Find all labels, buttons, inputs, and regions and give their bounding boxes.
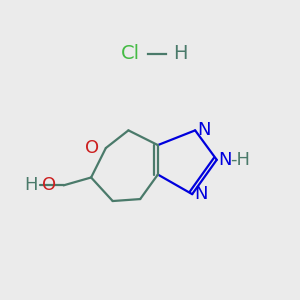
Text: O: O <box>42 176 56 194</box>
Text: H: H <box>25 176 38 194</box>
Text: -H: -H <box>230 151 250 169</box>
Text: N: N <box>197 122 211 140</box>
Text: N: N <box>219 151 232 169</box>
Text: N: N <box>194 185 208 203</box>
Text: Cl: Cl <box>121 44 140 63</box>
Text: H: H <box>174 44 188 63</box>
Text: O: O <box>85 139 99 157</box>
